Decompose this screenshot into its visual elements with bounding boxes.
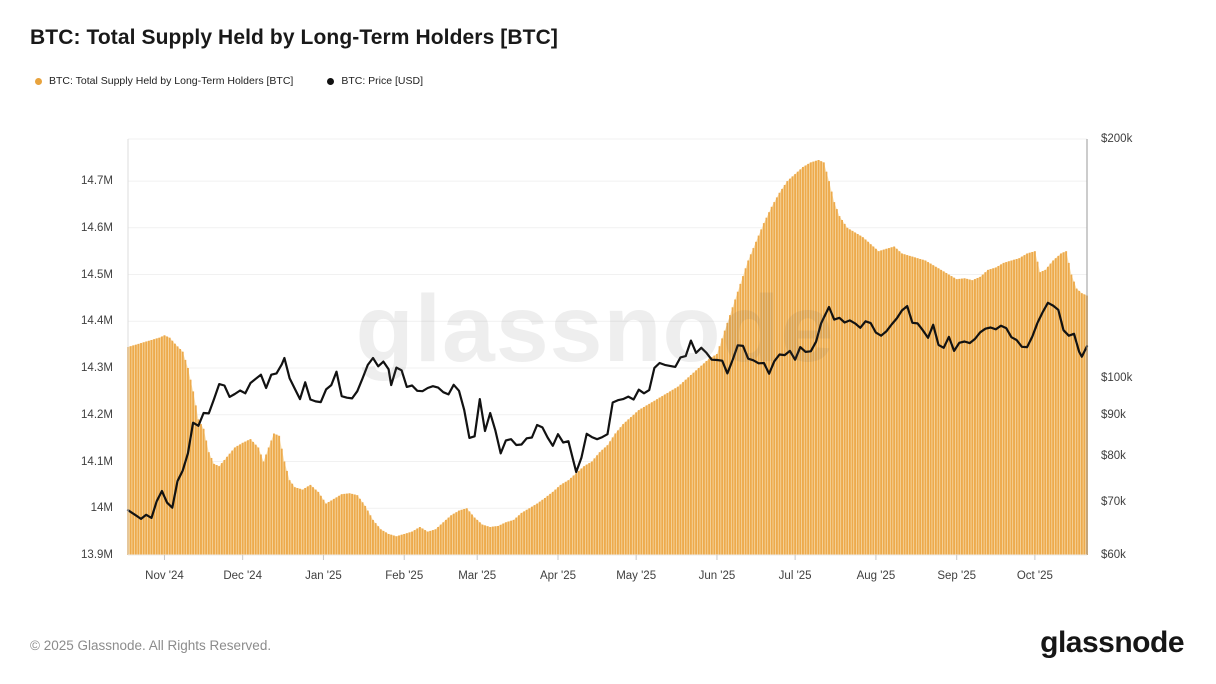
y-left-tick-label: 14.4M [81, 315, 113, 328]
y-left-tick-label: 14.2M [81, 408, 113, 421]
chart-plot-area[interactable] [0, 0, 1216, 620]
legend-item-price[interactable]: BTC: Price [USD] [327, 75, 423, 87]
y-left-tick-label: 14.6M [81, 221, 113, 234]
legend-item-supply[interactable]: BTC: Total Supply Held by Long-Term Hold… [35, 75, 293, 87]
copyright-text: © 2025 Glassnode. All Rights Reserved. [30, 638, 272, 653]
x-axis-month-label: Jan '25 [305, 570, 342, 582]
x-axis-month-label: Apr '25 [539, 570, 577, 582]
y-right-tick-label: $90k [1101, 408, 1126, 421]
chart-canvas[interactable] [0, 0, 1216, 620]
x-axis-month-label: Nov '24 [145, 570, 184, 582]
x-axis-month-label: Dec '24 [223, 570, 262, 582]
price-series-dot-icon [327, 77, 335, 85]
x-axis-month-label: Feb '25 [385, 570, 424, 582]
x-axis-month-label: Jun '25 [698, 570, 736, 582]
y-right-tick-label: $100k [1101, 372, 1133, 385]
supply-bars-series [127, 160, 1088, 556]
x-axis-month-label: Mar '25 [458, 570, 497, 582]
x-axis-month-label: Aug '25 [856, 570, 896, 582]
y-left-tick-label: 14.3M [81, 362, 113, 375]
y-left-tick-label: 14M [90, 502, 113, 515]
y-left-tick-label: 14.5M [81, 268, 113, 281]
legend-label-supply: BTC: Total Supply Held by Long-Term Hold… [49, 75, 294, 87]
price-line-series [126, 301, 1089, 520]
y-right-tick-label: $70k [1101, 495, 1126, 508]
axes [127, 139, 1088, 560]
supply-series-dot-icon [35, 77, 42, 85]
x-axis-month-label: May '25 [616, 570, 657, 582]
page-title: BTC: Total Supply Held by Long-Term Hold… [30, 26, 558, 49]
x-axis-month-label: Jul '25 [778, 570, 812, 582]
y-right-tick-label: $200k [1101, 133, 1133, 145]
y-left-tick-label: 13.9M [81, 549, 113, 561]
x-axis-month-label: Oct '25 [1016, 570, 1053, 582]
x-axis-month-label: Sep '25 [937, 570, 977, 582]
chart-legend: BTC: Total Supply Held by Long-Term Hold… [35, 75, 423, 87]
y-left-tick-label: 14.1M [81, 455, 113, 468]
y-right-tick-label: $60k [1101, 549, 1126, 561]
y-left-tick-label: 14.7M [81, 175, 113, 188]
glassnode-logo: glassnode [1040, 626, 1184, 659]
y-right-tick-label: $80k [1101, 449, 1126, 462]
legend-label-price: BTC: Price [USD] [341, 75, 424, 87]
